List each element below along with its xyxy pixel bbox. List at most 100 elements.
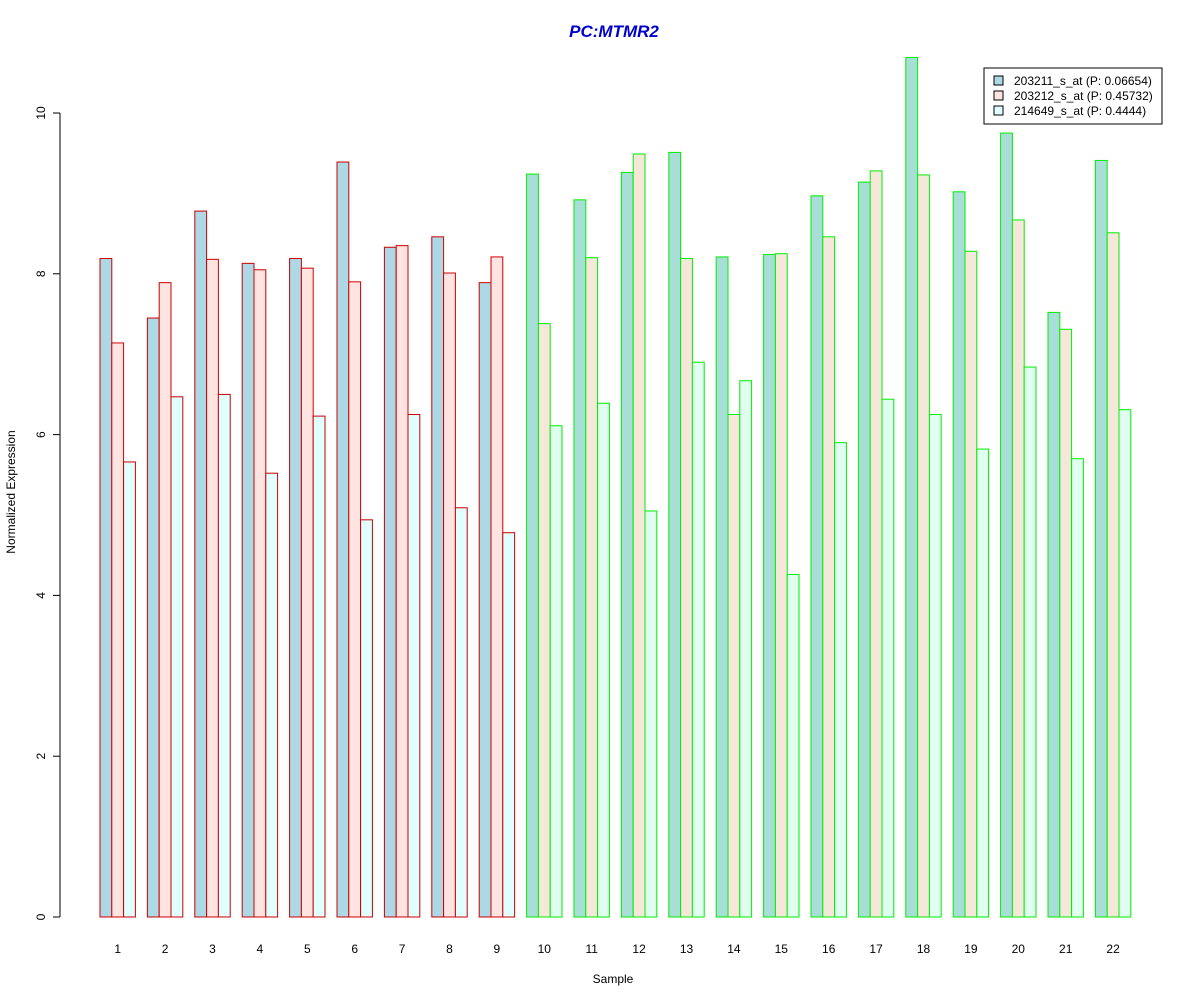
- bar-sample-16-series-3: [834, 442, 847, 918]
- x-tick-label: 7: [399, 942, 406, 956]
- legend-swatch: [993, 75, 1004, 86]
- bar-sample-17-series-3: [881, 398, 895, 918]
- bar-sample-7-series-2: [395, 245, 409, 918]
- bar-sample-10-series-2: [537, 323, 551, 918]
- bar-sample-3-series-1: [194, 210, 208, 918]
- chart-title: PC:MTMR2: [569, 22, 659, 41]
- bar-sample-18-series-1: [905, 57, 919, 918]
- legend-swatch: [993, 105, 1004, 116]
- x-tick-label: 8: [446, 942, 453, 956]
- bar-sample-9-series-1: [478, 282, 492, 918]
- x-tick-label: 3: [209, 942, 216, 956]
- bar-sample-2-series-1: [146, 317, 160, 918]
- x-tick-label: 5: [304, 942, 311, 956]
- x-tick-label: 19: [964, 942, 978, 956]
- bar-sample-13-series-2: [680, 258, 693, 918]
- y-tick-label: 8: [34, 270, 48, 277]
- bar-sample-9-series-2: [490, 256, 504, 918]
- bar-sample-8-series-1: [431, 236, 445, 918]
- bar-sample-5-series-2: [300, 267, 314, 918]
- bar-sample-20-series-1: [1000, 132, 1013, 918]
- bar-sample-3-series-3: [217, 393, 231, 918]
- x-tick-label: 16: [822, 942, 836, 956]
- y-tick-label: 0: [34, 913, 48, 920]
- bar-sample-8-series-3: [454, 507, 468, 918]
- x-tick-label: 1: [114, 942, 121, 956]
- bar-sample-4-series-3: [265, 472, 279, 918]
- bar-sample-4-series-2: [253, 269, 267, 918]
- y-tick-label: 4: [34, 592, 48, 599]
- bar-sample-14-series-1: [715, 256, 729, 918]
- y-tick-label: 10: [34, 106, 48, 120]
- bar-sample-4-series-1: [241, 262, 255, 918]
- x-tick-label: 14: [727, 942, 741, 956]
- bar-sample-6-series-1: [336, 161, 350, 918]
- x-tick-label: 18: [917, 942, 931, 956]
- bar-sample-1-series-3: [123, 461, 136, 918]
- legend-entry: 203211_s_at (P: 0.06654): [1014, 74, 1152, 88]
- bar-sample-10-series-1: [526, 173, 539, 918]
- x-tick-label: 4: [257, 942, 264, 956]
- bar-sample-15-series-2: [774, 253, 788, 918]
- y-axis: 0 2 4 6 8 10: [34, 106, 61, 920]
- bar-sample-20-series-3: [1023, 366, 1037, 918]
- bar-sample-22-series-3: [1118, 409, 1132, 918]
- bar-sample-7-series-1: [383, 246, 397, 918]
- x-tick-label: 11: [585, 942, 598, 956]
- bar-sample-2-series-2: [158, 282, 172, 918]
- legend-swatch: [993, 90, 1004, 101]
- x-tick-labels: 1 2 3 4 5 6 7 8 9 10 11 12 13 14 15 16 17 18 19 20 21 22: [114, 942, 1120, 956]
- bar-sample-5-series-3: [312, 415, 326, 918]
- bar-sample-6-series-2: [348, 281, 362, 918]
- bar-sample-15-series-3: [786, 574, 800, 918]
- bar-sample-19-series-1: [952, 191, 966, 918]
- bar-sample-21-series-1: [1047, 311, 1061, 918]
- bar-sample-16-series-2: [822, 236, 836, 918]
- bars-layer: [99, 57, 1132, 918]
- legend-entry: 203212_s_at (P: 0.45732): [1014, 89, 1153, 103]
- bar-sample-11-series-3: [597, 402, 610, 918]
- legend: 203211_s_at (P: 0.06654)203212_s_at (P: …: [983, 67, 1163, 125]
- x-tick-label: 10: [538, 942, 552, 956]
- bar-sample-12-series-1: [620, 172, 634, 918]
- bar-sample-11-series-1: [573, 199, 587, 918]
- bar-sample-3-series-2: [206, 258, 219, 918]
- x-tick-label: 20: [1012, 942, 1026, 956]
- bar-sample-1-series-1: [99, 258, 113, 918]
- bar-sample-6-series-3: [360, 519, 373, 918]
- bar-sample-18-series-3: [928, 414, 942, 918]
- bar-sample-10-series-3: [549, 425, 563, 918]
- x-tick-label: 6: [351, 942, 358, 956]
- bar-sample-14-series-3: [739, 380, 753, 918]
- bar-sample-11-series-2: [585, 257, 599, 918]
- x-tick-label: 22: [1106, 942, 1120, 956]
- bar-sample-14-series-2: [727, 414, 741, 918]
- x-tick-label: 15: [775, 942, 789, 956]
- bar-sample-21-series-2: [1059, 328, 1073, 918]
- bar-sample-2-series-3: [170, 396, 184, 918]
- bar-sample-18-series-2: [917, 174, 930, 918]
- bar-sample-22-series-2: [1106, 232, 1120, 918]
- bar-sample-16-series-1: [810, 195, 824, 918]
- y-tick-label: 6: [34, 431, 48, 438]
- x-tick-label: 13: [680, 942, 694, 956]
- bar-sample-17-series-2: [869, 170, 883, 918]
- legend-box: [983, 67, 1163, 125]
- bar-sample-19-series-3: [976, 448, 990, 918]
- bar-sample-19-series-2: [964, 250, 978, 918]
- bar-sample-5-series-1: [289, 258, 302, 918]
- bar-sample-12-series-2: [632, 153, 646, 918]
- bar-sample-9-series-3: [502, 532, 516, 918]
- x-tick-label: 21: [1059, 942, 1073, 956]
- x-tick-label: 12: [632, 942, 646, 956]
- bar-sample-15-series-1: [763, 254, 776, 918]
- x-tick-label: 17: [869, 942, 883, 956]
- bar-sample-12-series-3: [644, 510, 658, 918]
- bar-sample-7-series-3: [407, 414, 421, 918]
- x-axis-label: Sample: [593, 972, 634, 986]
- bar-sample-17-series-1: [857, 181, 871, 918]
- bar-sample-13-series-1: [668, 151, 682, 918]
- bar-sample-21-series-3: [1071, 458, 1084, 918]
